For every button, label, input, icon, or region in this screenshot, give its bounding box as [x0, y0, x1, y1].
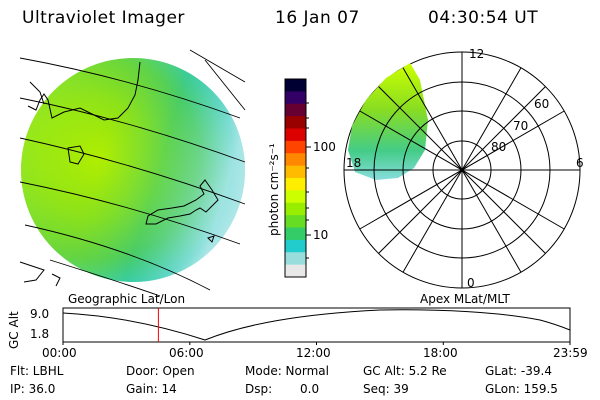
colorbar-tick-10: 10 [313, 228, 329, 242]
altitude-plot [62, 307, 571, 345]
colorbar-unit-label: photon cm⁻²s⁻¹ [267, 143, 281, 236]
colorbar-swatch [285, 128, 306, 142]
header-time: 04:30:54 UT [428, 8, 539, 28]
geographic-label: Geographic Lat/Lon [68, 292, 186, 306]
time-tick-1200: 12:00 [296, 346, 331, 360]
instrument-title: Ultraviolet Imager [22, 8, 185, 28]
tasmania-coastline [67, 145, 85, 165]
status-door: Door: Open [126, 364, 195, 378]
time-tick-0000: 00:00 [42, 346, 77, 360]
new-zealand-coastline [145, 179, 219, 225]
colorbar-swatch [285, 116, 306, 130]
status-ip: IP: 36.0 [10, 382, 56, 396]
time-tick-0600: 06:00 [169, 346, 204, 360]
colorbar-swatch [285, 103, 306, 117]
altitude-curve [62, 309, 571, 341]
status-glat: GLat: -39.4 [485, 364, 552, 378]
colorbar-swatch [285, 91, 306, 105]
apex-label: Apex MLat/MLT [420, 292, 510, 306]
time-tick-2359: 23:59 [553, 346, 588, 360]
altitude-ytick-low: 1.8 [30, 327, 50, 341]
status-glon: GLon: 159.5 [485, 382, 558, 396]
colorbar-swatch [285, 153, 306, 167]
colorbar-swatch [285, 190, 306, 204]
polar-mlt-plot [343, 51, 581, 289]
status-mode: Mode: Normal [245, 364, 329, 378]
colorbar [284, 78, 311, 278]
lat-label-70: 70 [513, 119, 529, 133]
colorbar-swatch [285, 215, 306, 229]
colorbar-swatch [285, 239, 306, 253]
time-tick-1800: 18:00 [423, 346, 458, 360]
colorbar-tick-100: 100 [313, 140, 336, 154]
colorbar-swatch [285, 79, 306, 92]
lat-label-60: 60 [534, 97, 550, 111]
lat-label-80: 80 [491, 140, 507, 154]
altitude-ylabel: GC Alt [7, 311, 21, 349]
status-gain: Gain: 14 [126, 382, 177, 396]
mlt-label-18: 18 [346, 156, 362, 170]
header-date: 16 Jan 07 [275, 8, 360, 28]
status-filter: Flt: LBHL [10, 364, 64, 378]
status-dsp-value: 0.0 [300, 382, 320, 396]
colorbar-swatch [285, 264, 306, 278]
mlt-label-6: 6 [576, 156, 584, 170]
colorbar-swatch [285, 178, 306, 191]
colorbar-swatch [285, 202, 306, 216]
mlt-label-12: 12 [469, 47, 485, 61]
colorbar-swatch [285, 140, 306, 154]
australia-coastline [27, 61, 141, 121]
status-dsp-label: Dsp: [245, 382, 273, 396]
earth-disc-image [19, 49, 246, 297]
status-gc-alt: GC Alt: 5.2 Re [363, 364, 447, 378]
status-seq: Seq: 39 [363, 382, 409, 396]
colorbar-swatch [285, 227, 306, 241]
mlt-label-0: 0 [467, 276, 475, 290]
colorbar-swatch [285, 252, 306, 266]
colorbar-swatch [285, 165, 306, 179]
altitude-ytick-high: 9.0 [30, 307, 50, 321]
